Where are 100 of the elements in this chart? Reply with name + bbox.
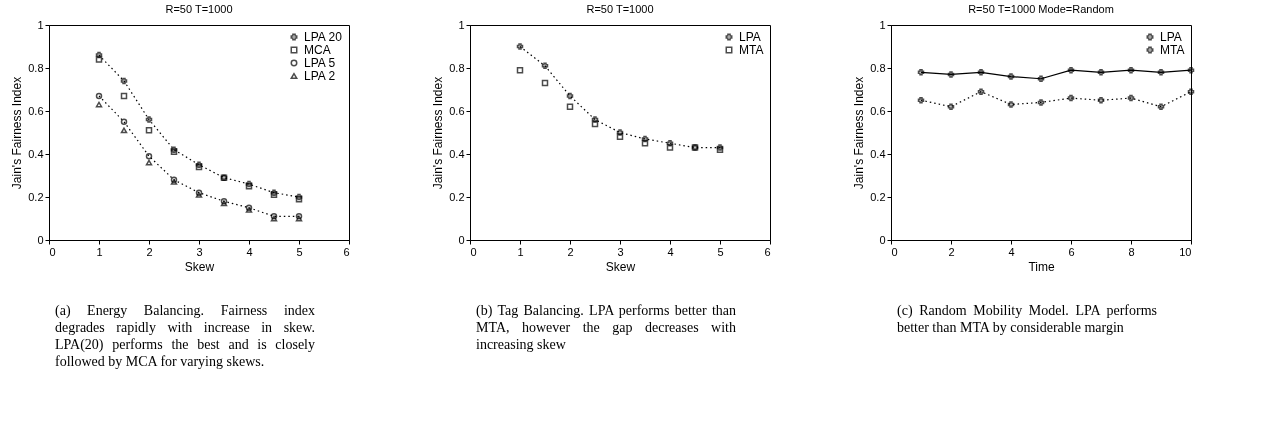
point [947,71,955,78]
point [516,43,524,50]
x-tick-label: 4 [1008,245,1015,258]
point [120,77,128,85]
point [591,120,599,128]
point [641,135,649,143]
point [120,127,128,134]
point [917,69,925,76]
point [145,127,153,134]
point [95,51,103,59]
x-tick-label: 0 [49,245,56,258]
y-tick-label: 1 [458,18,465,31]
point [170,148,178,156]
legend-label: LPA [739,30,761,44]
y-tick-label: 0.8 [449,61,465,74]
point [245,183,253,190]
point [516,66,524,74]
x-tick-label: 2 [146,245,153,258]
legend-label: LPA 5 [304,56,336,70]
point [145,116,153,123]
legend-label: MCA [304,43,331,57]
point [666,140,674,147]
point [245,180,253,188]
point [616,129,624,136]
y-tick-label: 0.6 [870,104,886,117]
x-tick-label: 1 [517,245,524,258]
chart-title: R=50 T=1000 [586,3,654,15]
x-tick-label: 10 [1179,245,1192,258]
point [591,116,599,123]
x-tick-label: 0 [470,245,477,258]
x-tick-label: 5 [296,245,303,258]
point [666,144,674,151]
point [541,62,549,70]
y-tick-label: 0.4 [870,147,886,160]
x-tick-label: 0 [891,245,898,258]
x-tick-label: 6 [764,245,771,258]
y-tick-label: 1 [37,18,44,31]
point [566,103,574,110]
y-axis-title: Jain's Fairness Index [852,76,867,190]
point [1067,66,1075,74]
legend-label: MTA [739,43,764,57]
chart-title: R=50 T=1000 Mode=Random [968,3,1114,15]
y-axis-title: Jain's Fairness Index [10,76,25,190]
point [95,56,103,63]
point [1007,73,1015,80]
point [641,140,649,147]
y-tick-label: 0.2 [449,190,465,203]
point [917,97,925,104]
point [145,152,153,160]
x-tick-label: 6 [1068,245,1075,258]
point [145,159,153,166]
x-tick-label: 6 [343,245,350,258]
y-tick-label: 0.8 [870,61,886,74]
x-tick-label: 3 [617,245,624,258]
point [120,118,128,125]
y-tick-label: 0.2 [28,190,44,203]
x-axis-title: Skew [605,259,636,274]
point [270,189,278,196]
y-tick-label: 0 [879,233,886,246]
x-tick-label: 3 [196,245,203,258]
x-tick-label: 8 [1128,245,1135,258]
point [95,101,103,108]
y-tick-label: 0.4 [449,147,465,160]
x-tick-label: 2 [567,245,574,258]
legend-label: LPA 2 [304,69,336,83]
y-tick-label: 0.6 [28,104,44,117]
point [1187,88,1195,95]
point [541,79,549,87]
legend-label: LPA 20 [304,30,343,44]
y-tick-label: 0.2 [870,190,886,203]
point [977,88,985,95]
point [120,92,128,100]
y-tick-label: 0.8 [28,61,44,74]
x-tick-label: 5 [717,245,724,258]
text: (a) Energy Balancing. Fairness index degrades rapidly with increase in skew. LPA(20) performs the best and is closely followed by MCA for varying skews. [55,302,315,370]
legend-label: LPA [1160,30,1182,44]
point [1157,69,1165,76]
point [195,161,203,168]
text: (c) Random Mobility Model. LPA performs better than MTA by considerable margin [897,302,1157,336]
y-axis-title: Jain's Fairness Index [431,76,446,190]
point [1127,66,1135,74]
point [616,133,624,141]
chart-title: R=50 T=1000 [165,3,233,15]
point [1187,66,1195,74]
point [170,146,178,153]
x-tick-label: 4 [246,245,253,258]
x-axis-title: Skew [184,259,215,274]
y-tick-label: 0 [37,233,44,246]
y-tick-label: 0.6 [449,104,465,117]
point [270,191,278,199]
y-tick-label: 1 [879,18,886,31]
point [1007,101,1015,108]
point [566,92,574,100]
text: (b) Tag Balancing. LPA performs better than MTA, however the gap decreases with increasing skew [476,302,736,353]
x-tick-label: 1 [96,245,103,258]
point [1037,75,1045,82]
point [1037,99,1045,106]
point [1097,97,1105,104]
point [1157,103,1165,110]
point [1097,69,1105,76]
